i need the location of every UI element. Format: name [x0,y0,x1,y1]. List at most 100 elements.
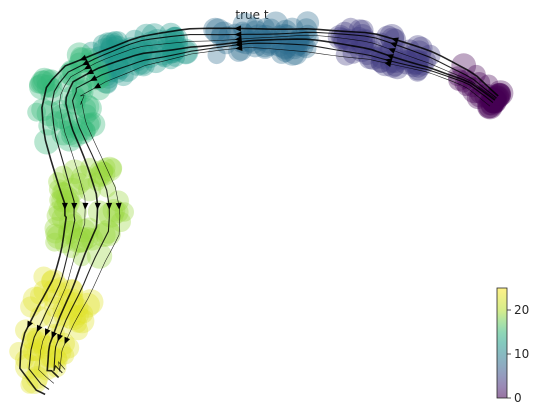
cell-point [103,43,128,68]
cell-point [73,303,94,324]
streamline-arrowhead [388,48,396,54]
cell-point [87,77,111,101]
streamline-arrowhead [389,42,398,48]
cell-point [98,179,117,198]
streamline-arrowhead [27,320,34,329]
cell-point [57,289,77,308]
cell-point [370,44,390,64]
streamline-arrowhead [106,202,113,210]
streamline-arrowhead [61,202,68,210]
cell-point [69,297,89,318]
cell-point [64,93,86,115]
cell-point [144,49,168,74]
streamline-arrowhead [45,328,51,336]
cell-point [418,44,441,67]
cell-point [110,211,131,232]
cell-point [47,339,72,364]
cell-point [106,201,129,224]
cell-point [28,75,48,94]
cell-point [96,157,116,178]
cell-point [355,29,376,51]
streamline [58,47,491,372]
cell-point [77,217,100,240]
streamline-arrowhead [391,37,399,44]
cell-point [53,182,74,203]
cell-point [141,23,168,50]
cell-point [480,97,500,116]
cell-point [112,39,132,58]
cell-point [48,348,67,368]
cell-point [352,19,374,42]
cell-point [340,17,362,39]
cell-point [290,29,309,48]
streamline-arrowhead [86,68,95,75]
cell-point [94,161,114,181]
streamline-arrowhead [82,202,89,210]
cell-point [51,120,77,146]
cell-point [30,70,55,95]
cell-point [140,31,163,54]
cell-point [370,52,391,73]
cell-point [62,199,87,224]
streamline-arrowhead [64,336,71,345]
cell-point [87,200,111,223]
streamline-arrowhead [234,35,242,42]
colorbar-gradient [497,288,507,398]
colorbar-tick-label: 10 [514,347,529,361]
cell-point [62,159,87,185]
cell-point [138,45,162,69]
chart-title: true t [235,8,268,22]
cell-point [21,368,47,394]
streamline-arrowhead [71,202,78,210]
cell-point [64,213,83,233]
cell-point [110,58,131,80]
cell-point [232,12,258,38]
cell-point [45,223,66,244]
cell-point [21,338,45,362]
cell-point [335,44,357,66]
cell-point [72,218,96,243]
streamline-arrowhead [115,202,122,210]
cell-point [485,85,509,109]
cell-point [407,62,428,82]
cell-point [46,205,67,226]
cell-point [68,320,89,341]
cell-point [133,55,153,75]
streamline-arrowhead [57,333,63,342]
cell-point [75,97,97,119]
cell-point [57,72,78,93]
cell-point [108,63,128,83]
cell-point [97,156,122,182]
cell-point [246,17,265,36]
cell-point [59,177,85,204]
cell-point [159,22,183,47]
cell-point [61,125,81,146]
cell-point [48,179,69,200]
cell-point [92,50,115,73]
cell-point [80,112,106,137]
cell-point [257,29,282,54]
cell-point [275,41,296,62]
cell-point [90,59,116,85]
streamline-arrowhead [94,202,101,210]
cell-point [48,350,68,370]
streamline-arrowhead [79,54,88,61]
cell-point [61,220,81,241]
cell-point [165,47,186,67]
cell-point [9,342,28,361]
cell-point [92,34,114,56]
cell-point [62,240,81,258]
cell-point [33,355,59,381]
cell-point [33,266,54,288]
cell-point [60,304,86,331]
cell-point [50,277,70,297]
streamline-arrowhead [36,324,43,333]
cell-point [69,308,95,334]
cell-point [342,43,364,64]
cell-point [157,29,178,50]
streamline-arrowhead [51,331,58,339]
colorbar: 0 10 20 [496,287,529,405]
cell-point [81,41,102,62]
streamline-arrowhead [233,25,241,32]
cell-point [254,37,276,59]
